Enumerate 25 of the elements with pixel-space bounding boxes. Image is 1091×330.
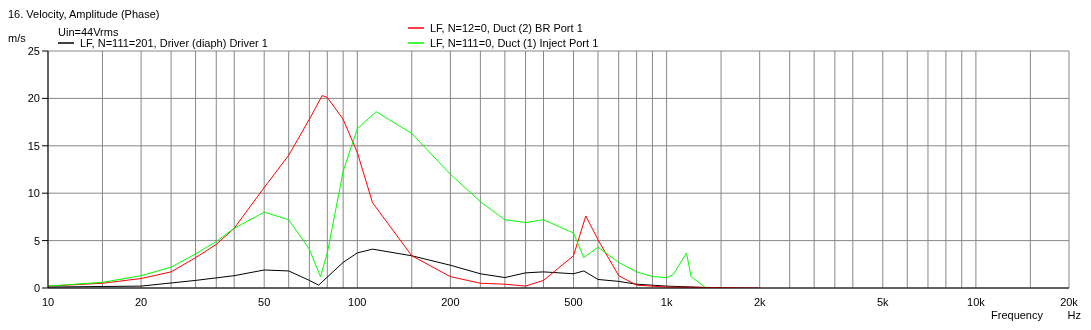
x-tick-label: 5k bbox=[876, 296, 890, 308]
y-tick-label: 25 bbox=[27, 44, 40, 57]
y-tick-label: 15 bbox=[27, 139, 40, 152]
x-tick-label: 20 bbox=[134, 296, 148, 308]
x-tick-label: 500 bbox=[564, 296, 583, 308]
text: Hz bbox=[1067, 309, 1081, 321]
x-axis-title: Frequency bbox=[991, 309, 1043, 321]
x-tick-label: 1k bbox=[660, 296, 673, 308]
chart-title: 16. Velocity, Amplitude (Phase) bbox=[8, 8, 160, 20]
legend-label: LF, N=12=0, Duct (2) BR Port 1 bbox=[429, 21, 583, 34]
y-axis-title: m/s bbox=[8, 32, 26, 44]
x-tick-label: 200 bbox=[441, 296, 460, 308]
y-tick-label: 20 bbox=[27, 92, 40, 105]
legend-label: LF, N=111=0, Duct (1) Inject Port 1 bbox=[429, 36, 599, 49]
legend-label: LF, N=111=201, Driver (diaph) Driver 1 bbox=[80, 36, 268, 49]
x-tick-label: 10k bbox=[967, 296, 986, 308]
y-tick-label: 0 bbox=[33, 281, 40, 294]
x-tick-label: 2k bbox=[753, 296, 767, 308]
y-tick-label: 10 bbox=[27, 187, 40, 200]
x-tick-label: 50 bbox=[258, 296, 271, 308]
x-tick-label: 10 bbox=[41, 296, 55, 308]
y-tick-label: 5 bbox=[33, 234, 40, 247]
x-tick-label: 100 bbox=[348, 296, 367, 308]
x-tick-label: 20k bbox=[1060, 296, 1079, 308]
text: Uin=44Vrms bbox=[58, 26, 119, 38]
